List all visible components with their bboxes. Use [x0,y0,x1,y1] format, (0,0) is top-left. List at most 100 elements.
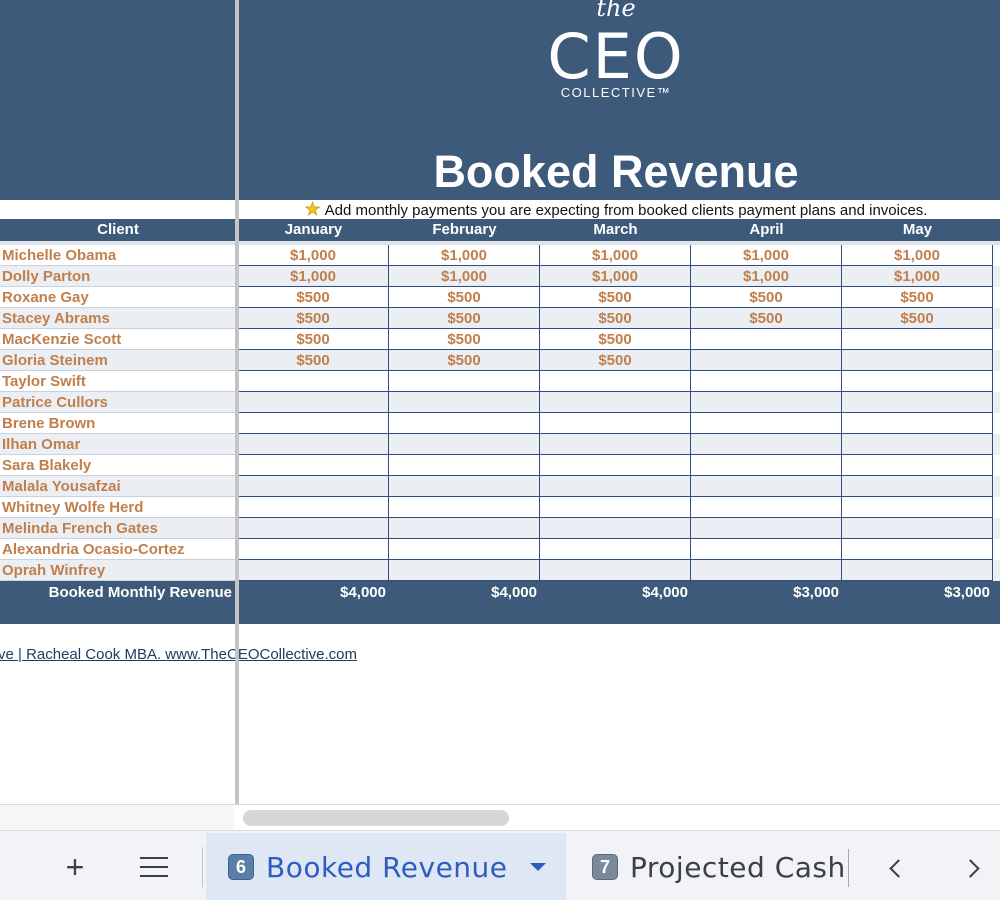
payment-cell[interactable] [842,350,993,371]
payment-cell[interactable]: $1,000 [238,266,389,287]
payment-cell[interactable] [540,560,691,581]
payment-cell[interactable] [691,455,842,476]
payment-cell[interactable] [842,497,993,518]
payment-cell[interactable] [238,455,389,476]
client-name-cell[interactable]: Stacey Abrams [0,308,236,329]
client-name-cell[interactable]: Whitney Wolfe Herd [0,497,236,518]
list-icon[interactable] [134,845,174,889]
payment-cell[interactable]: $500 [389,329,540,350]
payment-cell[interactable]: $1,000 [389,266,540,287]
total-cell[interactable]: $4,000 [340,584,386,601]
payment-cell[interactable] [842,413,993,434]
payment-cell[interactable]: $1,000 [691,266,842,287]
payment-cell[interactable] [842,518,993,539]
payment-cell[interactable] [238,497,389,518]
payment-cell[interactable]: $500 [842,308,993,329]
payment-cell[interactable] [238,539,389,560]
payment-cell[interactable] [691,413,842,434]
footer-link[interactable]: ve | Racheal Cook MBA. www.TheCEOCollect… [0,646,358,663]
payment-cell[interactable] [842,539,993,560]
payment-cell[interactable] [389,497,540,518]
payment-cell[interactable]: $500 [540,329,691,350]
tab-projected-cash[interactable]: 7 Projected Cash [588,833,850,900]
total-cell[interactable]: $4,000 [642,584,688,601]
payment-cell[interactable]: $500 [389,287,540,308]
payment-cell[interactable] [691,560,842,581]
payment-cell[interactable] [842,455,993,476]
payment-cell[interactable] [842,329,993,350]
client-name-cell[interactable]: Malala Yousafzai [0,476,236,497]
payment-cell[interactable] [842,371,993,392]
payment-cell[interactable]: $1,000 [842,245,993,266]
payment-cell[interactable] [238,434,389,455]
scrollbar-thumb[interactable] [243,810,509,826]
client-name-cell[interactable]: Melinda French Gates [0,518,236,539]
payment-cell[interactable] [540,392,691,413]
client-name-cell[interactable]: Gloria Steinem [0,350,236,371]
payment-cell[interactable]: $500 [238,308,389,329]
client-name-cell[interactable]: Michelle Obama [0,245,236,266]
total-cell[interactable]: $3,000 [944,584,990,601]
payment-cell[interactable] [238,560,389,581]
spreadsheet-area[interactable]: the CEO COLLECTIVE™ Booked Revenue ★ Add … [0,0,1000,830]
payment-cell[interactable]: $500 [540,308,691,329]
payment-cell[interactable] [842,434,993,455]
payment-cell[interactable]: $500 [540,350,691,371]
payment-cell[interactable]: $1,000 [389,245,540,266]
payment-cell[interactable]: $500 [389,350,540,371]
payment-cell[interactable] [389,518,540,539]
payment-cell[interactable] [540,413,691,434]
payment-cell[interactable] [389,560,540,581]
payment-cell[interactable] [691,518,842,539]
payment-cell[interactable] [691,497,842,518]
plus-icon[interactable]: + [65,848,85,885]
payment-cell[interactable] [842,560,993,581]
payment-cell[interactable]: $500 [238,329,389,350]
payment-cell[interactable] [540,497,691,518]
horizontal-scrollbar[interactable] [0,804,1000,830]
client-name-cell[interactable]: Dolly Parton [0,266,236,287]
total-cell[interactable]: $4,000 [491,584,537,601]
payment-cell[interactable]: $500 [691,287,842,308]
payment-cell[interactable]: $1,000 [842,266,993,287]
payment-cell[interactable] [389,539,540,560]
payment-cell[interactable] [540,455,691,476]
client-name-cell[interactable]: Oprah Winfrey [0,560,236,581]
client-name-cell[interactable]: Sara Blakely [0,455,236,476]
payment-cell[interactable]: $500 [238,287,389,308]
client-name-cell[interactable]: Patrice Cullors [0,392,236,413]
payment-cell[interactable]: $500 [691,308,842,329]
payment-cell[interactable] [389,413,540,434]
payment-cell[interactable]: $500 [389,308,540,329]
payment-cell[interactable] [238,413,389,434]
client-name-cell[interactable]: Alexandria Ocasio-Cortez [0,539,236,560]
payment-cell[interactable] [389,434,540,455]
frozen-column-divider[interactable] [235,0,239,830]
payment-cell[interactable] [691,539,842,560]
payment-cell[interactable] [389,476,540,497]
payment-cell[interactable] [540,539,691,560]
payment-cell[interactable] [842,392,993,413]
payment-cell[interactable] [540,371,691,392]
payment-cell[interactable] [238,518,389,539]
client-name-cell[interactable]: Taylor Swift [0,371,236,392]
payment-cell[interactable] [540,518,691,539]
payment-cell[interactable] [691,392,842,413]
client-name-cell[interactable]: Roxane Gay [0,287,236,308]
payment-cell[interactable] [540,434,691,455]
caret-down-icon[interactable] [529,863,546,871]
payment-cell[interactable] [842,476,993,497]
payment-cell[interactable]: $1,000 [540,245,691,266]
payment-cell[interactable] [238,371,389,392]
payment-cell[interactable]: $500 [238,350,389,371]
payment-cell[interactable]: $500 [540,287,691,308]
payment-cell[interactable] [389,371,540,392]
payment-cell[interactable] [389,392,540,413]
payment-cell[interactable] [691,350,842,371]
payment-cell[interactable] [238,392,389,413]
client-name-cell[interactable]: Ilhan Omar [0,434,236,455]
client-name-cell[interactable]: MacKenzie Scott [0,329,236,350]
payment-cell[interactable] [691,434,842,455]
payment-cell[interactable]: $1,000 [238,245,389,266]
chevron-right-icon[interactable] [958,853,988,883]
